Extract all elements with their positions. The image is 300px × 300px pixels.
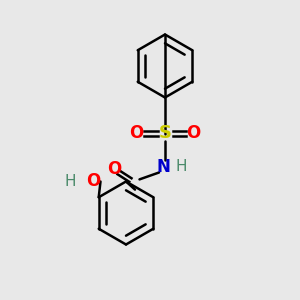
Text: H: H xyxy=(65,174,76,189)
Text: H: H xyxy=(176,159,187,174)
Text: O: O xyxy=(186,124,201,142)
Text: O: O xyxy=(107,160,121,178)
Text: O: O xyxy=(129,124,144,142)
Text: O: O xyxy=(86,172,100,190)
Text: S: S xyxy=(158,124,172,142)
Text: N: N xyxy=(157,158,170,175)
